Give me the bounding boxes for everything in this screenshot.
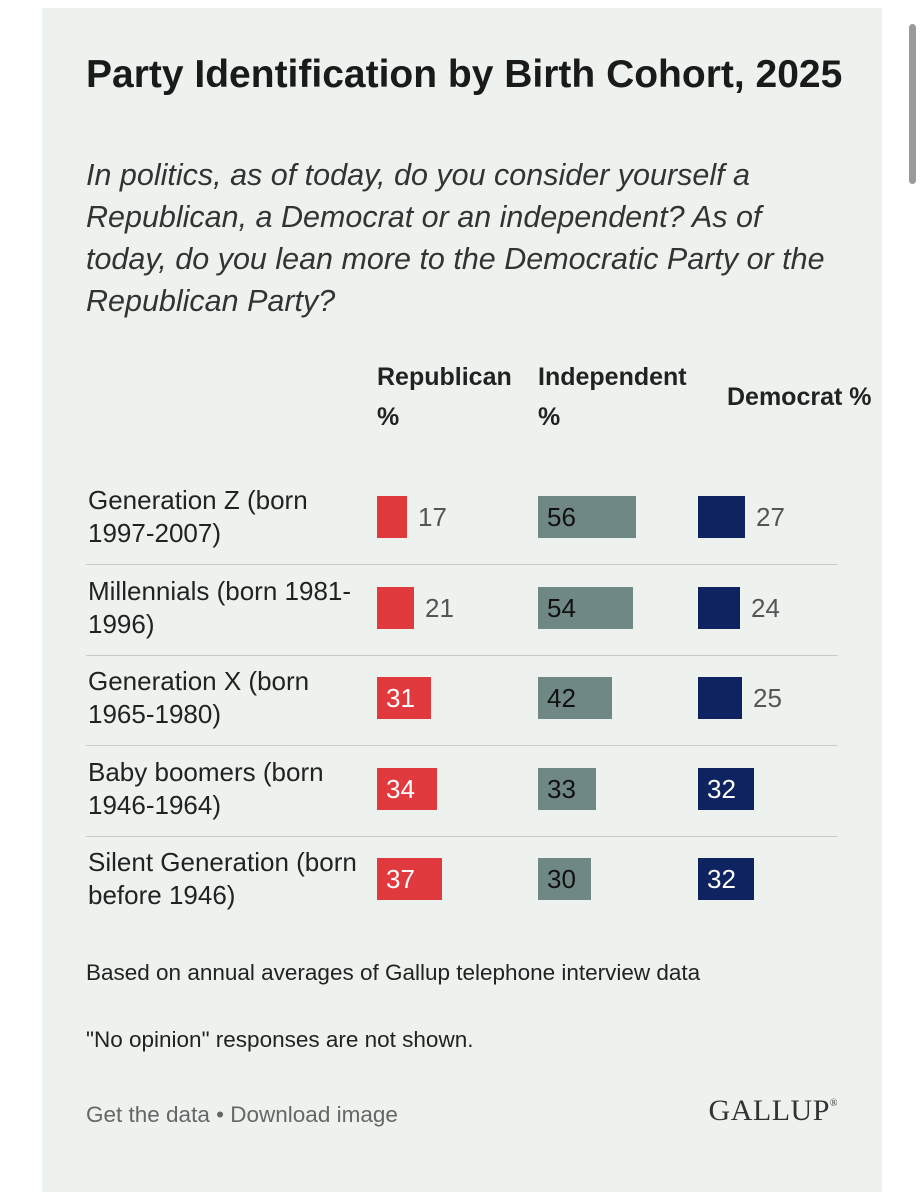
column-header-ind: Independent % <box>538 363 687 431</box>
column-header-dem: Democrat % <box>727 383 872 411</box>
value-label-rep: 21 <box>425 592 454 623</box>
row-label: Baby boomers (born 1946-1964) <box>88 756 324 820</box>
value-label-ind: 30 <box>547 864 576 894</box>
chart-title: Party Identification by Birth Cohort, 20… <box>86 53 843 96</box>
bar-ind <box>538 496 636 538</box>
value-label-rep: 17 <box>418 502 447 532</box>
bar-rep <box>377 496 407 538</box>
registered-mark: ® <box>829 1098 838 1109</box>
source-note: Based on annual averages of Gallup telep… <box>86 960 701 985</box>
footer-links: Get the data • Download image <box>86 1102 398 1128</box>
column-header-rep: Republican % <box>377 363 512 431</box>
value-label-dem: 27 <box>756 502 785 532</box>
value-label-rep: 31 <box>386 683 415 713</box>
get-the-data-link[interactable]: Get the data <box>86 1102 210 1127</box>
bar-dem <box>698 767 754 810</box>
row-divider <box>86 835 838 837</box>
bar-ind <box>538 677 612 719</box>
gallup-logo: GALLUP® <box>709 1094 838 1128</box>
scrollbar[interactable] <box>909 24 916 184</box>
row-label: Generation Z (born 1997-2007) <box>88 485 308 548</box>
value-label-dem: 25 <box>753 683 782 713</box>
bar-rep <box>377 858 442 900</box>
chart-subtitle: In politics, as of today, do you conside… <box>86 158 825 318</box>
chart-card <box>42 8 882 1192</box>
bar-ind <box>538 586 633 629</box>
gallup-logo-text: GALLUP <box>708 1094 830 1127</box>
value-label-ind: 54 <box>547 592 576 623</box>
row-label: Silent Generation (born before 1946) <box>88 847 357 910</box>
value-label-rep: 37 <box>386 864 415 894</box>
bar-dem <box>698 586 740 629</box>
row-divider <box>86 654 838 656</box>
value-label-rep: 34 <box>386 773 415 804</box>
row-divider <box>86 745 838 746</box>
download-image-link[interactable]: Download image <box>230 1102 398 1127</box>
value-label-dem: 32 <box>707 773 736 804</box>
bar-rep <box>377 767 437 810</box>
bar-dem <box>698 858 754 900</box>
value-label-ind: 33 <box>547 773 576 804</box>
bar-dem <box>698 677 742 719</box>
value-label-dem: 24 <box>751 592 780 623</box>
row-divider <box>86 564 838 565</box>
bar-rep <box>377 677 431 719</box>
bar-dem <box>698 496 745 538</box>
bar-ind <box>538 858 591 900</box>
value-label-ind: 42 <box>547 683 576 713</box>
bar-rep <box>377 586 414 629</box>
row-label: Millennials (born 1981-1996) <box>88 575 352 639</box>
value-label-dem: 32 <box>707 864 736 894</box>
row-label: Generation X (born 1965-1980) <box>88 666 310 729</box>
bar-ind <box>538 767 596 810</box>
value-label-ind: 56 <box>547 502 576 532</box>
footer-separator: • <box>216 1102 224 1127</box>
no-opinion-note: "No opinion" responses are not shown. <box>86 1027 474 1052</box>
